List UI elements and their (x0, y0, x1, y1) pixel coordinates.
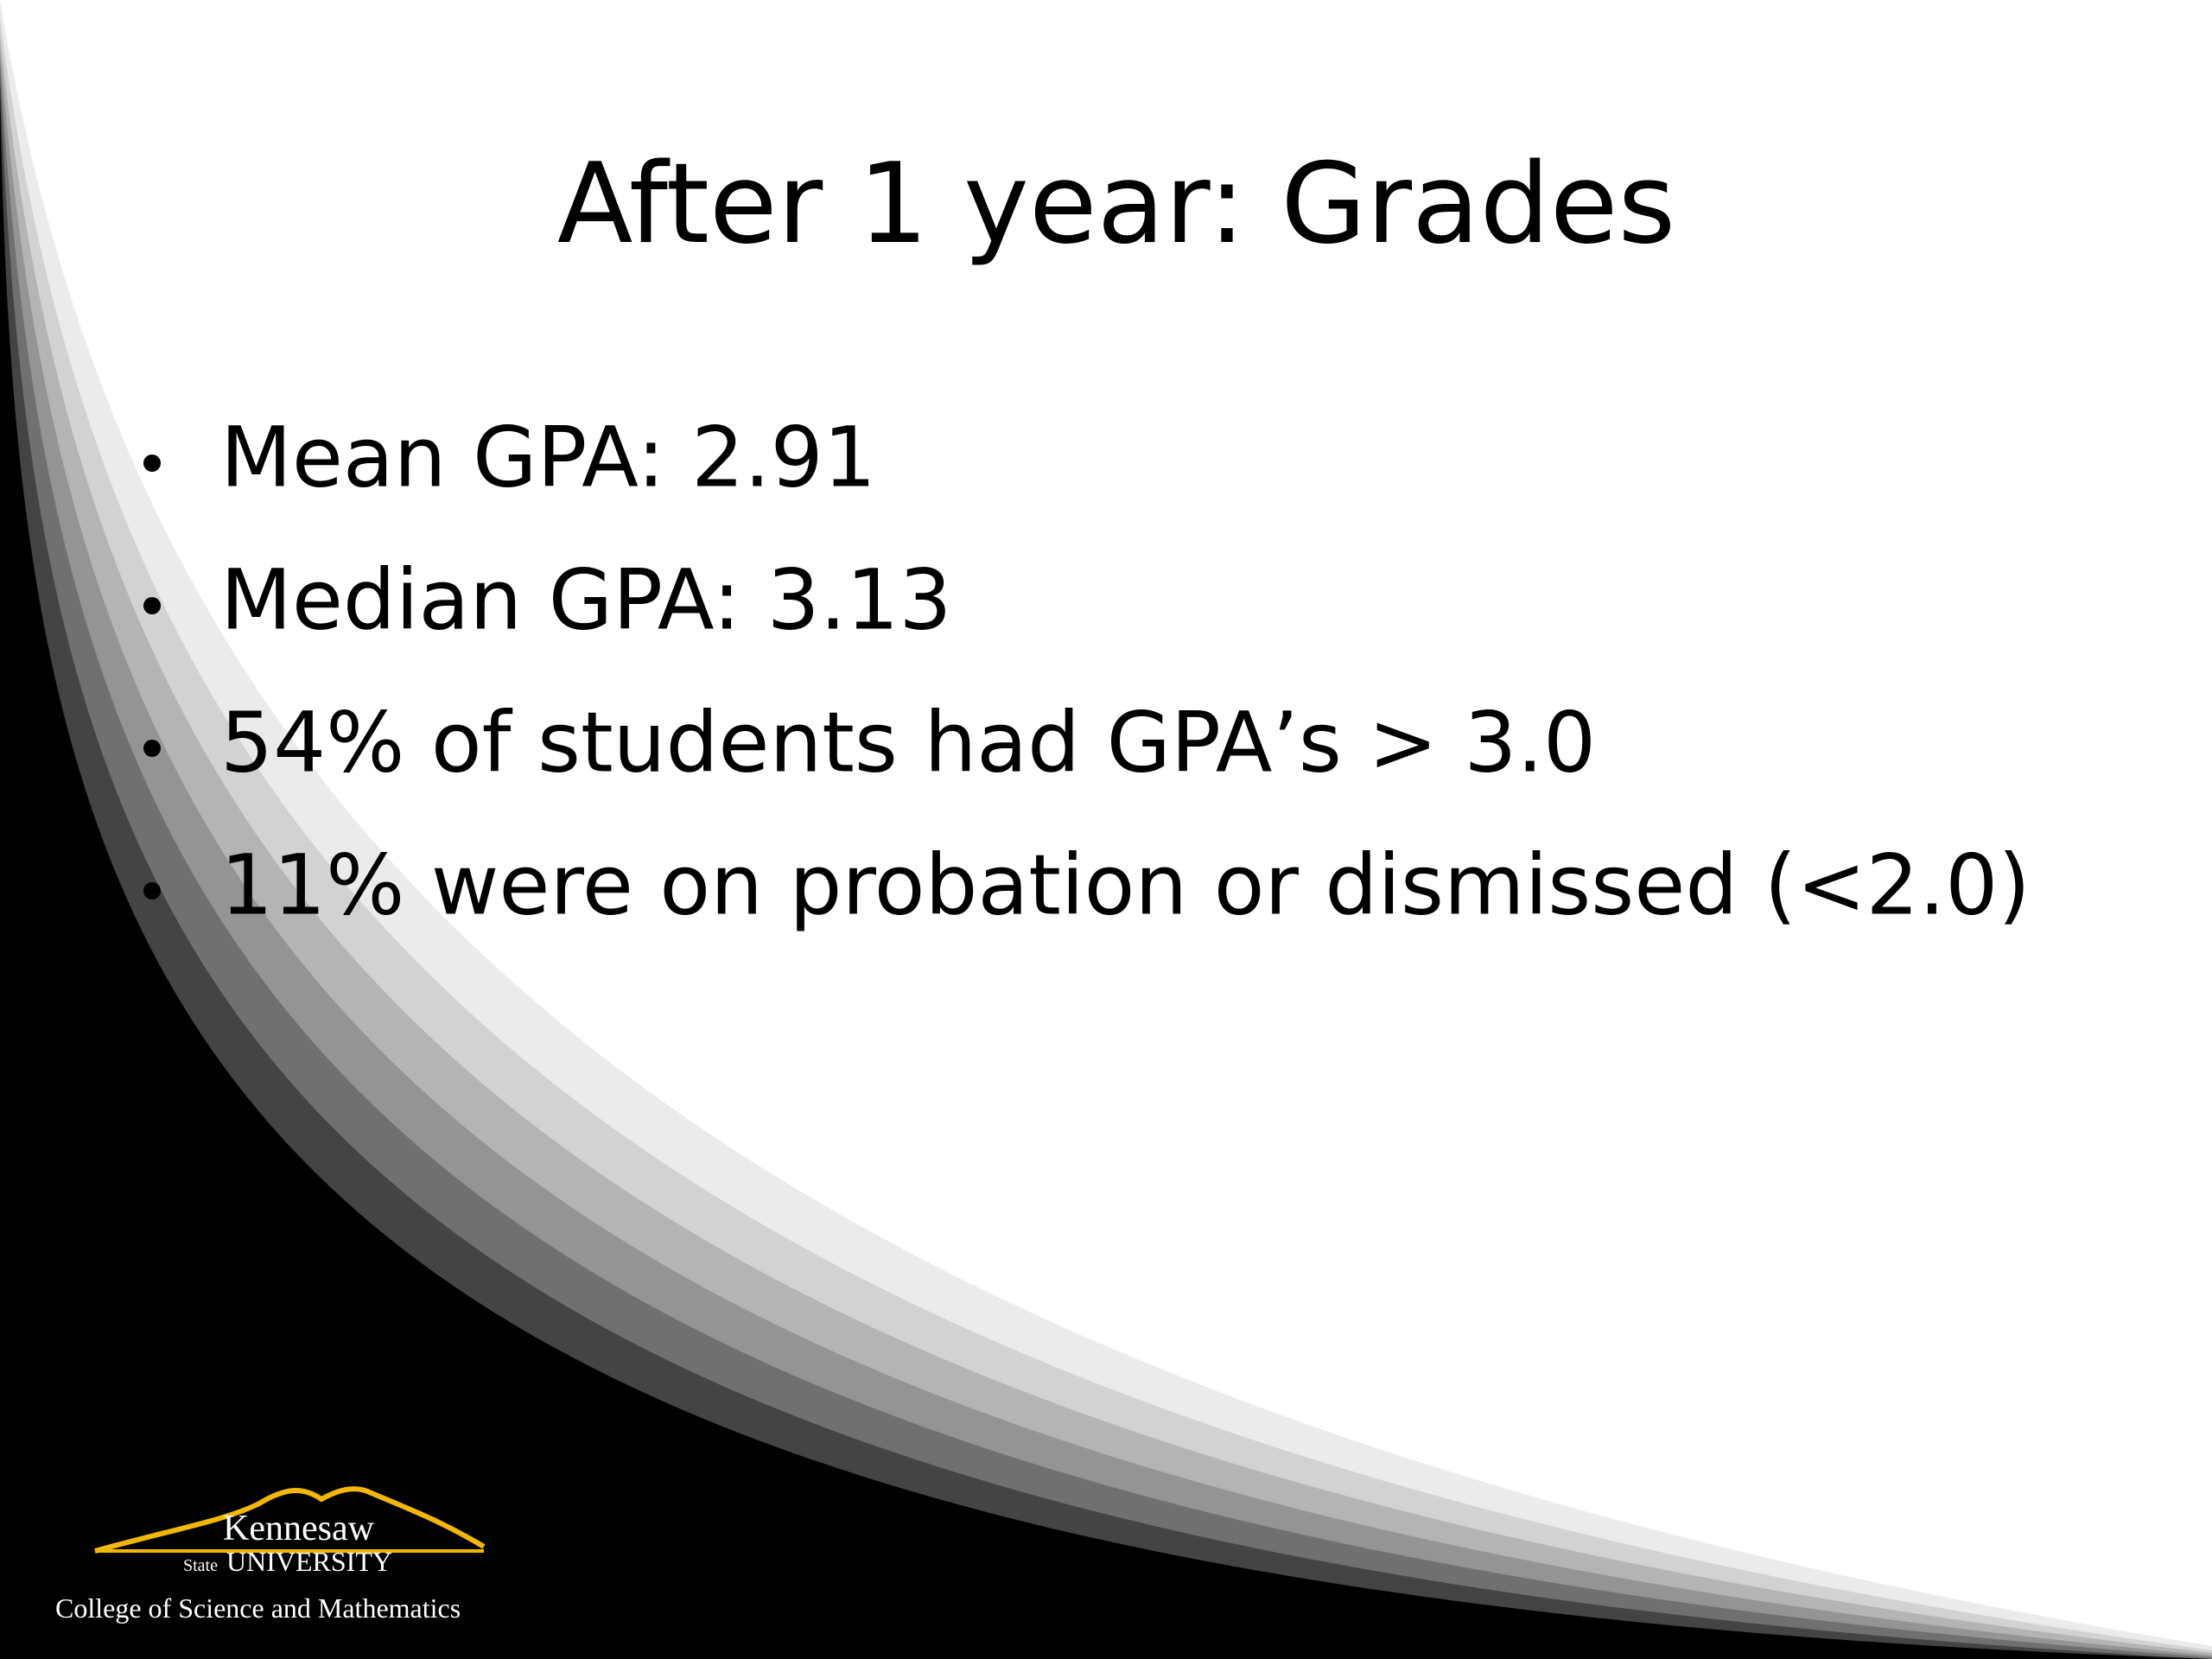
logo-state: State (183, 1556, 218, 1575)
bullet-text: 11% were on probation or dismissed (<2.0… (220, 836, 2031, 933)
bullet-dot (143, 454, 161, 472)
bullet-dot (143, 882, 161, 899)
bullet-text: 54% of students had GPA’s > 3.0 (220, 694, 1596, 791)
logo-college: College of Science and Mathematics (55, 1592, 461, 1624)
logo-mountain (94, 1486, 486, 1554)
bullet-dot (143, 597, 161, 614)
bullet-text: Median GPA: 3.13 (220, 551, 951, 648)
swoosh-band (0, 86, 2212, 1659)
bullet-text: Mean GPA: 2.91 (220, 409, 876, 505)
slide-title: After 1 year: Grades (557, 140, 1675, 269)
logo-university: UNIVERSITY (226, 1546, 392, 1577)
logo-name: Kennesaw (223, 1509, 375, 1548)
bullet-dot (143, 740, 161, 757)
bullet-list: Mean GPA: 2.91 Median GPA: 3.13 54% of stu… (143, 409, 2031, 933)
logo: Kennesaw State UNIVERSITY College of Sci… (55, 1486, 486, 1624)
swoosh-band (0, 60, 2212, 1659)
